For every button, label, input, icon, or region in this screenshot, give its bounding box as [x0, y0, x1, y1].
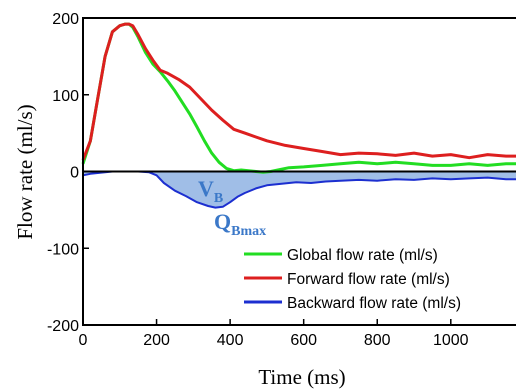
backflow-volume-area — [83, 171, 516, 208]
x-tick-label: 600 — [290, 332, 317, 349]
peak-backflow-label-sub: Bmax — [231, 224, 266, 239]
backflow-volume-label-main: V — [198, 176, 214, 201]
y-tick-label: -200 — [47, 318, 79, 335]
peak-backflow-label-main: Q — [214, 209, 231, 234]
x-tick-label: 200 — [143, 332, 170, 349]
x-tick-label: 0 — [79, 332, 88, 349]
y-axis-title: Flow rate (ml/s) — [13, 104, 37, 239]
y-tick-label: -100 — [47, 241, 79, 258]
y-tick-label: 0 — [70, 165, 79, 182]
legend: Global flow rate (ml/s) Forward flow rat… — [244, 247, 461, 312]
legend-label-forward: Forward flow rate (ml/s) — [287, 271, 450, 288]
backflow-volume-label-sub: B — [214, 191, 223, 206]
series-line-global — [81, 22, 516, 174]
x-tick-label: 800 — [364, 332, 391, 349]
y-tick-label: 100 — [52, 88, 79, 105]
y-tick-label: 200 — [52, 11, 79, 28]
peak-backflow-label: QBmax — [214, 209, 266, 239]
legend-label-backward: Backward flow rate (ml/s) — [287, 295, 461, 312]
x-tick-label: 1000 — [433, 332, 469, 349]
backflow-volume-label: VB — [198, 176, 223, 206]
x-tick-label: 400 — [217, 332, 244, 349]
legend-label-global: Global flow rate (ml/s) — [287, 247, 438, 264]
x-axis-title: Time (ms) — [258, 365, 345, 389]
series-line-forward — [81, 22, 516, 161]
